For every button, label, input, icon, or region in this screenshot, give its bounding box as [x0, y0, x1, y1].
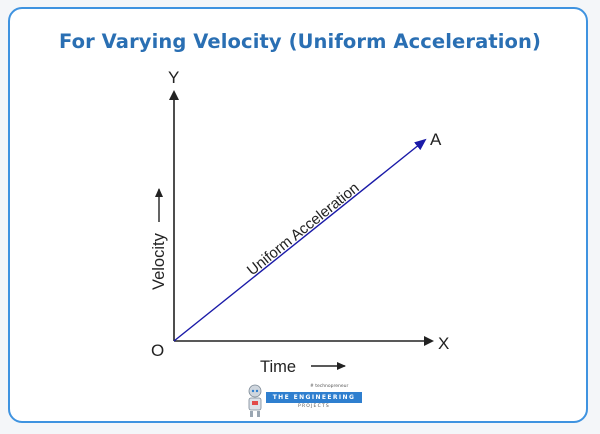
page-title: For Varying Velocity (Uniform Accelerati…	[58, 30, 542, 53]
x-axis-letter: X	[438, 334, 449, 353]
engineering-projects-logo: # technopreneur THE ENGINEERING PROJECTS	[244, 383, 364, 419]
diagram-card	[8, 7, 588, 423]
x-axis-label: Time	[260, 358, 296, 376]
end-point-label: A	[430, 130, 442, 149]
logo-sub-text: PROJECTS	[298, 404, 330, 409]
uniform-acceleration-line	[173, 138, 427, 342]
robot-icon	[248, 384, 262, 417]
line-label: Uniform Acceleration	[244, 179, 363, 279]
y-axis-label: Velocity	[150, 232, 168, 290]
logo-main-text: THE ENGINEERING	[266, 392, 362, 403]
y-axis-letter: Y	[168, 68, 179, 87]
origin-label: O	[151, 341, 164, 360]
logo-tagline: # technopreneur	[310, 384, 349, 389]
